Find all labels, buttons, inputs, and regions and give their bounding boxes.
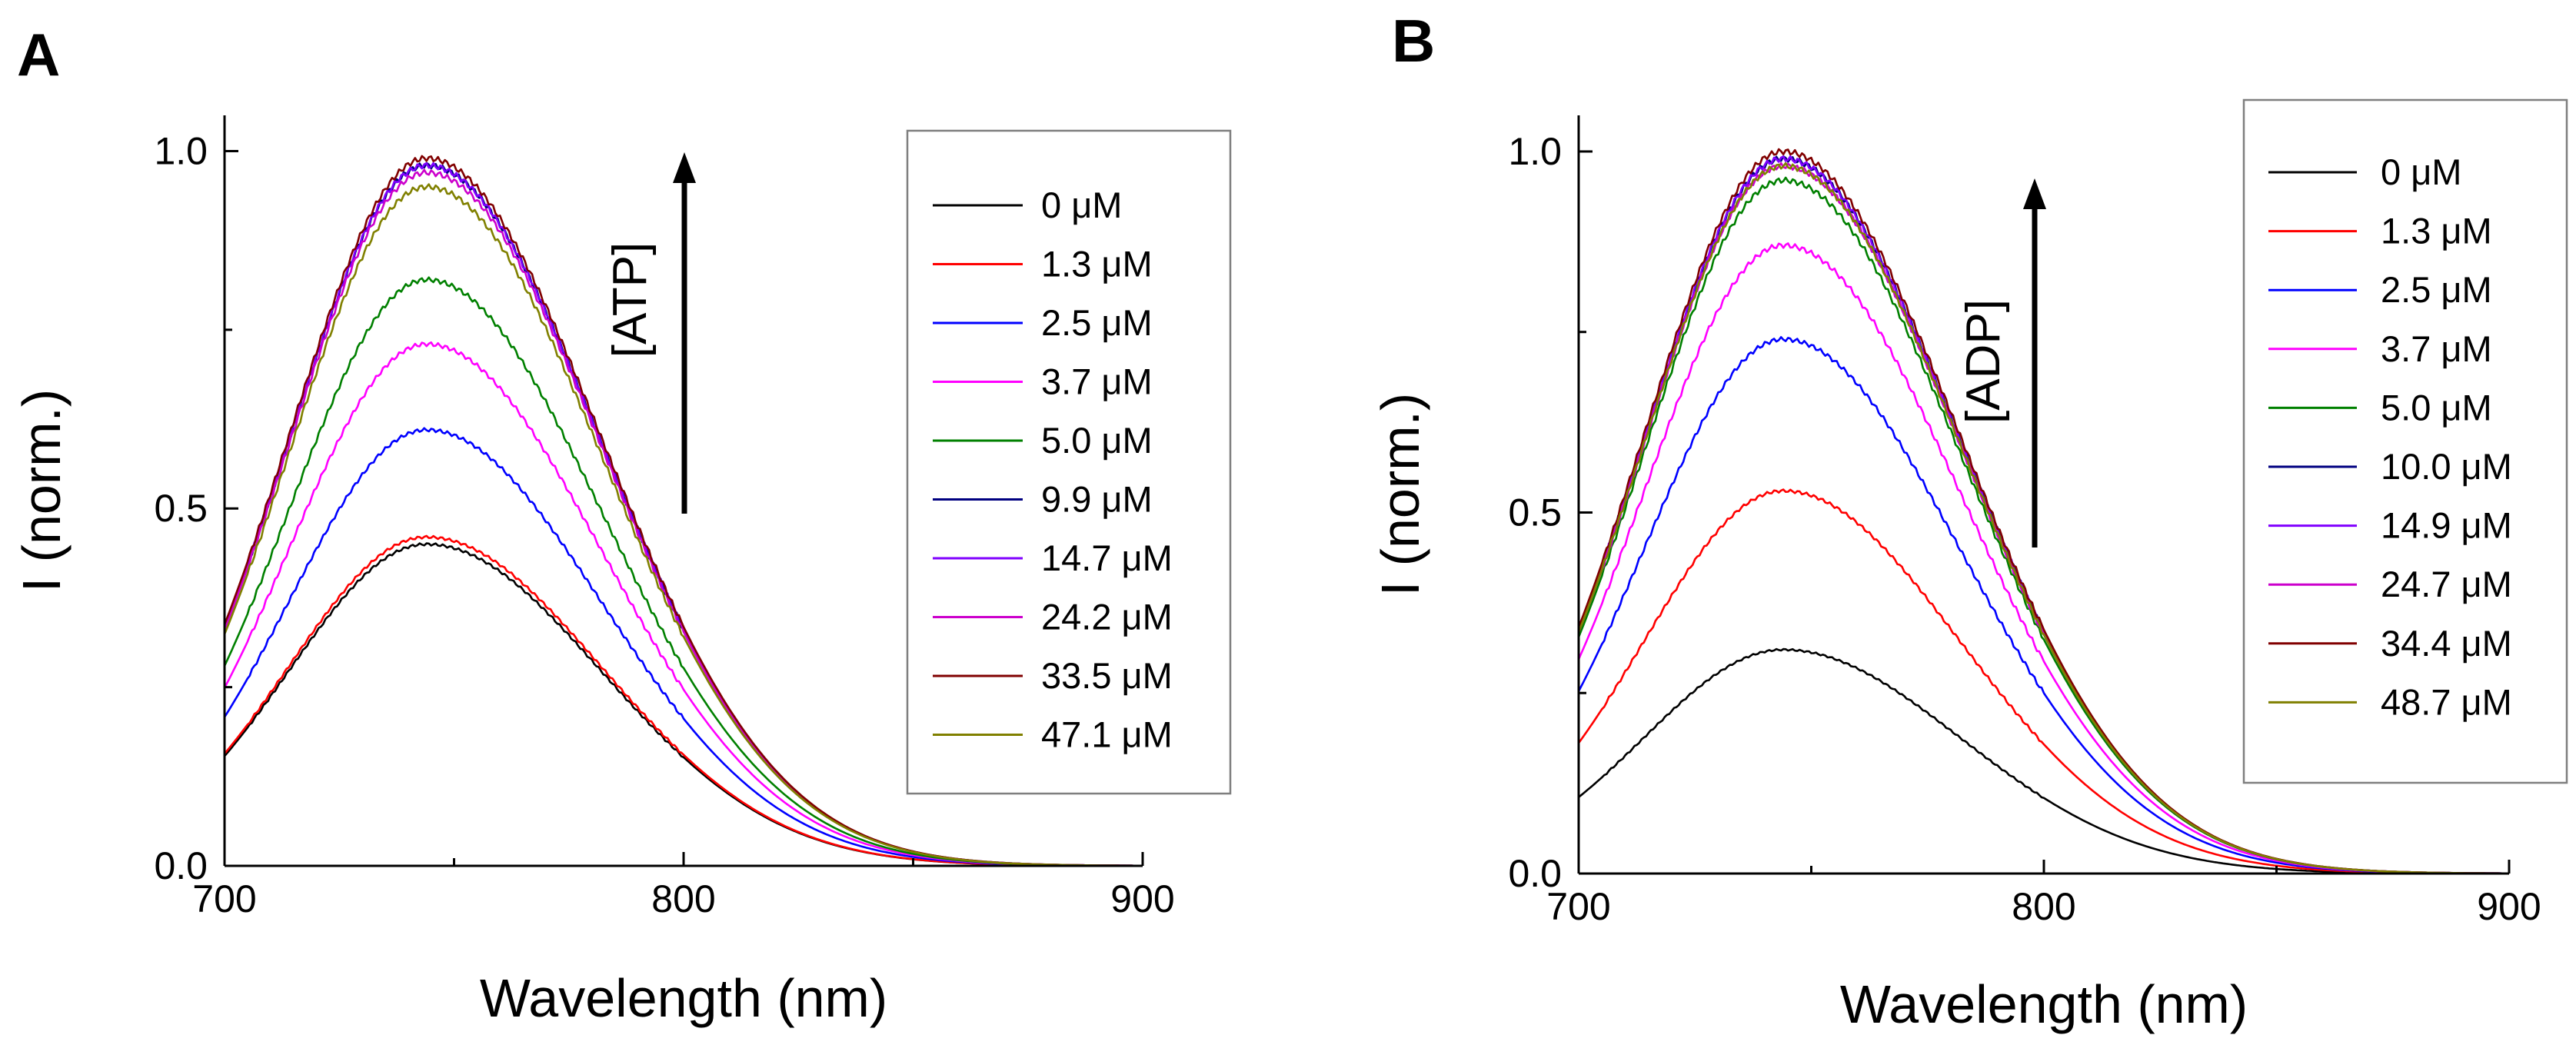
legend-entry: 48.7 μM — [2381, 681, 2512, 722]
panel-b: B 700 800 900 0.0 0.5 1.0 Wavelength (nm) I (nor… — [1370, 7, 2568, 1034]
x-tick-label: 900 — [1110, 877, 1174, 920]
y-tick-label: 0.0 — [154, 844, 208, 887]
y-tick-label: 0.5 — [154, 487, 208, 530]
y-axis-title: I (norm.) — [1370, 393, 1430, 596]
x-tick-label: 700 — [192, 877, 256, 920]
legend-entry: 5.0 μM — [2381, 387, 2492, 428]
arrow-head-icon — [2023, 178, 2046, 209]
y-tick-label: 0.5 — [1508, 491, 1562, 534]
legend-entry: 3.7 μM — [2381, 328, 2492, 369]
y-tick-label: 1.0 — [1508, 130, 1562, 173]
x-tick-label: 800 — [651, 877, 715, 920]
series-line — [1579, 161, 2509, 874]
arrow-label: [ADP] — [1957, 299, 2010, 424]
legend-entry: 9.9 μM — [1041, 479, 1153, 520]
legend — [906, 129, 1232, 795]
legend-entry: 24.2 μM — [1041, 597, 1173, 637]
legend-entry: 34.4 μM — [2381, 623, 2512, 664]
panel-label: B — [1392, 7, 1435, 75]
legend-entry: 1.3 μM — [1041, 244, 1153, 285]
x-axis-title: Wavelength (nm) — [480, 968, 887, 1028]
legend-entry: 5.0 μM — [1041, 420, 1153, 461]
legend-entry: 10.0 μM — [2381, 446, 2512, 487]
x-axis-title: Wavelength (nm) — [1840, 974, 2248, 1034]
legend-entry: 14.7 μM — [1041, 537, 1173, 578]
curves — [225, 155, 1143, 866]
y-axis-title: I (norm.) — [12, 389, 72, 592]
legend-entry: 2.5 μM — [2381, 269, 2492, 310]
x-tick-label: 700 — [1546, 885, 1610, 928]
legend-entry: 24.7 μM — [2381, 564, 2512, 604]
legend-entry: 0 μM — [2381, 151, 2461, 192]
legend-entry: 0 μM — [1041, 185, 1122, 225]
legend-entry: 3.7 μM — [1041, 361, 1153, 402]
curves — [1579, 148, 2509, 874]
legend — [2242, 98, 2568, 784]
panel-a: A 700 800 900 0.0 0.5 1.0 Wavelength (nm) I (nor… — [12, 21, 1232, 1028]
arrow-head-icon — [673, 152, 696, 183]
arrow-label: [ATP] — [604, 242, 657, 358]
legend-entry: 2.5 μM — [1041, 302, 1153, 343]
legend-entry: 1.3 μM — [2381, 211, 2492, 251]
legend-entry: 33.5 μM — [1041, 655, 1173, 696]
legend-entry: 14.9 μM — [2381, 505, 2512, 546]
panel-label: A — [17, 21, 60, 88]
y-tick-label: 0.0 — [1508, 852, 1562, 895]
x-tick-label: 800 — [2012, 885, 2075, 928]
legend-entry: 47.1 μM — [1041, 714, 1173, 755]
y-tick-label: 1.0 — [154, 129, 208, 172]
x-tick-label: 900 — [2477, 885, 2541, 928]
series-line — [225, 183, 1143, 866]
